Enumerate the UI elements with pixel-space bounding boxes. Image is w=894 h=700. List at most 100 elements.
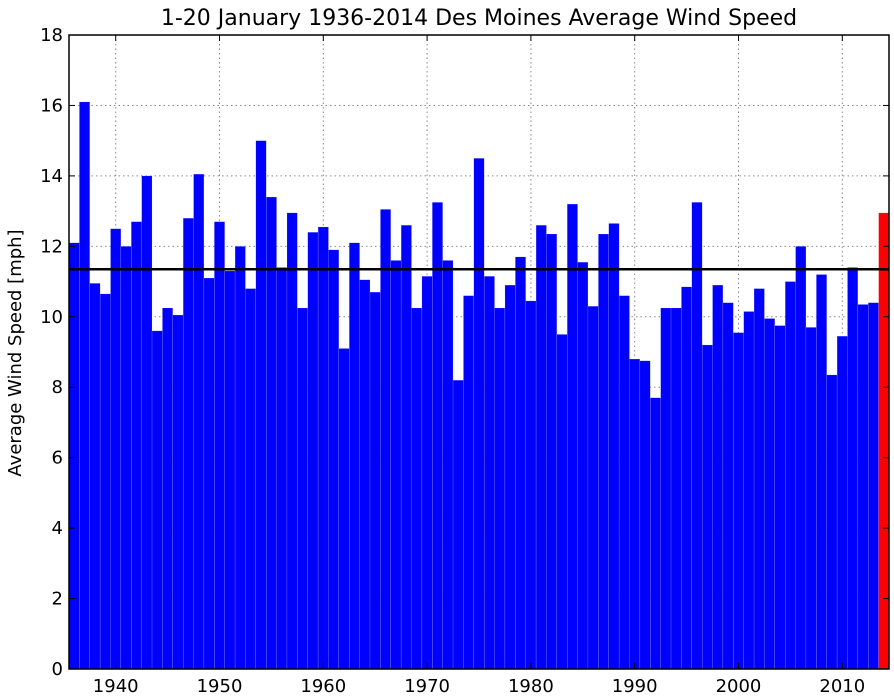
bar — [151, 330, 163, 670]
bar — [836, 335, 848, 670]
y-tick-label: 4 — [52, 518, 63, 539]
bar — [99, 293, 111, 670]
bar — [546, 233, 558, 670]
bar — [577, 261, 589, 670]
bar — [68, 242, 80, 670]
bar — [390, 260, 402, 670]
bar — [172, 314, 184, 670]
x-tick-label: 1980 — [508, 676, 554, 697]
y-tick-label: 18 — [40, 25, 63, 46]
x-tick-label: 1960 — [300, 676, 346, 697]
bar — [650, 397, 661, 670]
plot-frame — [68, 34, 890, 670]
bar — [722, 302, 734, 670]
bar — [567, 203, 578, 670]
bar — [826, 374, 838, 670]
bar — [805, 327, 817, 670]
bar — [753, 288, 765, 670]
bar — [681, 286, 692, 670]
x-tick-label: 1950 — [197, 676, 243, 697]
bar — [400, 224, 412, 670]
bar — [857, 304, 869, 670]
bar — [328, 249, 340, 670]
bar — [795, 246, 807, 670]
bar — [701, 344, 713, 670]
bar — [286, 212, 298, 670]
bar — [629, 358, 641, 670]
bar — [598, 233, 609, 670]
bar — [535, 224, 547, 670]
x-tick-label: 2010 — [819, 676, 865, 697]
y-tick-label: 2 — [52, 589, 63, 610]
y-tick-label: 6 — [52, 448, 63, 469]
y-tick-label: 16 — [40, 95, 63, 116]
bar — [120, 246, 132, 670]
bar — [338, 348, 350, 670]
bar — [141, 175, 153, 670]
bar — [203, 277, 215, 670]
bar — [473, 158, 485, 670]
bar — [89, 283, 101, 670]
bar — [79, 101, 90, 670]
chart-title: 1-20 January 1936-2014 Des Moines Averag… — [161, 6, 797, 31]
bar — [349, 242, 360, 670]
y-tick-label: 8 — [52, 377, 63, 398]
bar — [234, 246, 246, 670]
bar — [359, 279, 371, 670]
bar — [224, 270, 236, 670]
y-axis-title: Average Wind Speed [mph] — [5, 229, 26, 476]
bar — [764, 318, 776, 670]
bar — [110, 228, 122, 670]
bar — [847, 267, 859, 670]
bar — [317, 226, 329, 670]
bar — [380, 209, 391, 670]
bar — [245, 288, 257, 670]
bar — [774, 325, 786, 670]
bar — [182, 217, 194, 670]
bar — [421, 276, 433, 670]
bar — [369, 291, 381, 670]
bar — [712, 284, 724, 670]
x-tick-label: 2000 — [716, 676, 762, 697]
bar — [432, 202, 443, 670]
bar — [733, 332, 744, 670]
bar — [266, 196, 277, 670]
y-tick-label: 10 — [40, 307, 63, 328]
bar — [556, 334, 568, 670]
bar — [255, 140, 267, 670]
bar — [307, 232, 319, 670]
bar — [525, 300, 537, 670]
x-tick-label: 1990 — [612, 676, 658, 697]
bar — [691, 202, 703, 670]
bar — [442, 260, 454, 670]
bar — [494, 307, 506, 670]
bar-highlight — [878, 212, 890, 670]
bar — [214, 221, 225, 670]
x-ticks: 1940 1950 1960 1970 1980 1990 2000 2010 — [93, 35, 865, 697]
bar — [608, 223, 620, 670]
bar — [618, 295, 630, 670]
bar — [411, 307, 423, 670]
bar — [743, 311, 755, 670]
x-tick-label: 1970 — [404, 676, 450, 697]
bar — [297, 307, 308, 670]
bar — [587, 306, 599, 670]
bars — [68, 101, 890, 670]
bar — [660, 307, 672, 670]
bar — [504, 284, 516, 670]
bar — [131, 221, 142, 670]
bar — [785, 281, 796, 670]
bar — [162, 307, 173, 670]
y-tick-label: 14 — [40, 166, 63, 187]
bar — [670, 307, 682, 670]
bar — [276, 267, 288, 670]
bar — [515, 256, 526, 670]
bar — [816, 274, 827, 670]
bar — [193, 173, 205, 670]
bar — [868, 302, 879, 670]
bar — [483, 276, 495, 670]
y-ticks: 0 2 4 6 8 10 12 14 16 18 — [40, 25, 889, 680]
x-tick-label: 1940 — [93, 676, 139, 697]
y-tick-label: 12 — [40, 236, 63, 257]
